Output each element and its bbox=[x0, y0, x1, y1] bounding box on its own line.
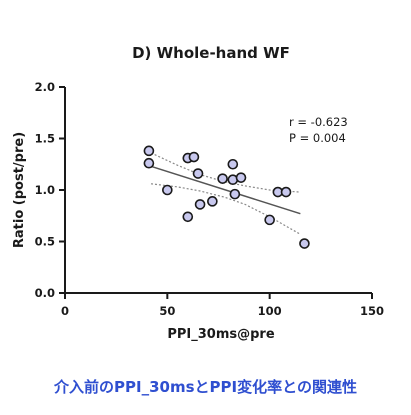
y-tick-label: 0.0 bbox=[35, 286, 55, 300]
x-tick-label: 50 bbox=[159, 304, 175, 318]
regression-line bbox=[150, 165, 301, 215]
data-points bbox=[143, 145, 310, 249]
data-point bbox=[182, 211, 194, 223]
x-tick-label: 0 bbox=[61, 304, 69, 318]
y-ticks: 0.0 0.5 1.0 1.5 2.0 bbox=[35, 80, 65, 300]
chart-title: D) Whole-hand WF bbox=[132, 44, 290, 62]
y-tick-label: 1.0 bbox=[35, 183, 55, 197]
figure-caption: 介入前のPPI_30msとPPI変化率との関連性 bbox=[54, 378, 357, 396]
data-point bbox=[299, 238, 310, 249]
data-point bbox=[280, 186, 292, 198]
data-point bbox=[207, 196, 218, 207]
p-value-annotation: P = 0.004 bbox=[289, 131, 346, 145]
data-point bbox=[143, 145, 155, 157]
data-point bbox=[235, 172, 247, 183]
y-tick-label: 1.5 bbox=[35, 132, 55, 146]
data-point bbox=[194, 199, 206, 210]
x-axis-label: PPI_30ms@pre bbox=[167, 327, 274, 342]
confidence-band-upper bbox=[150, 152, 301, 193]
x-ticks: 0 50 100 150 bbox=[61, 293, 384, 318]
data-point bbox=[264, 214, 275, 226]
data-point bbox=[162, 184, 173, 196]
correlation-annotation: r = -0.623 bbox=[289, 115, 348, 129]
data-point bbox=[192, 168, 204, 179]
data-point bbox=[229, 188, 241, 200]
data-point bbox=[143, 157, 155, 169]
data-point bbox=[217, 173, 228, 184]
x-tick-label: 100 bbox=[258, 304, 282, 318]
x-tick-label: 150 bbox=[360, 304, 384, 318]
y-tick-label: 0.5 bbox=[35, 235, 55, 249]
y-tick-label: 2.0 bbox=[35, 80, 55, 94]
data-point bbox=[188, 151, 200, 163]
data-point bbox=[227, 158, 239, 170]
scatter-chart: D) Whole-hand WF 0 50 100 150 0.0 0.5 1.0 1.5 2… bbox=[12, 44, 384, 342]
y-axis-label: Ratio (post/pre) bbox=[12, 132, 27, 248]
